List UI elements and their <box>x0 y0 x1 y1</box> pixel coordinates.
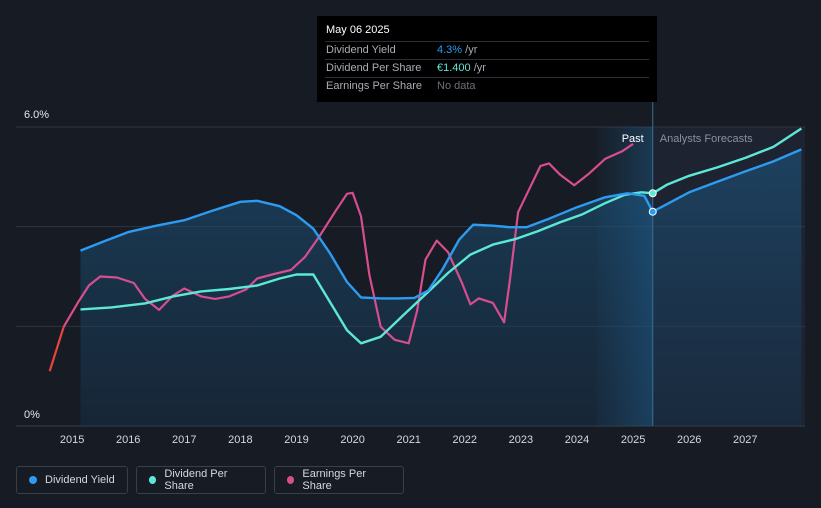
legend-dividend-per-share[interactable]: Dividend Per Share <box>136 466 266 494</box>
x-tick-label: 2019 <box>284 434 308 446</box>
tooltip-label: Earnings Per Share <box>326 80 422 92</box>
x-tick-label: 2016 <box>116 434 140 446</box>
dps-now-marker <box>648 189 657 198</box>
tooltip-date: May 06 2025 <box>325 24 649 42</box>
dps-line <box>80 191 653 345</box>
tooltip-value-dividend-per-share: €1.400 <box>437 62 471 74</box>
legend-dot-icon <box>287 476 295 484</box>
tooltip-value-earnings-per-share: No data <box>437 80 476 92</box>
legend-label: Dividend Yield <box>45 474 115 486</box>
tooltip-value-dividend-yield: 4.3% <box>437 44 463 56</box>
dps-forecast-line <box>652 127 803 195</box>
tooltip-row-earnings-per-share: Earnings Per Share No data <box>325 78 649 95</box>
x-tick-label: 2026 <box>677 434 701 446</box>
x-tick-label: 2023 <box>509 434 533 446</box>
past-label: Past <box>622 133 644 145</box>
x-tick-label: 2017 <box>172 434 196 446</box>
tooltip-unit: /yr <box>462 44 478 56</box>
x-tick-label: 2018 <box>228 434 252 446</box>
tooltip: May 06 2025 Dividend Yield 4.3% /yr Divi… <box>317 16 657 102</box>
x-tick-label: 2020 <box>340 434 364 446</box>
tooltip-label: Dividend Per Share <box>326 62 422 74</box>
tooltip-row-dividend-yield: Dividend Yield 4.3% /yr <box>325 42 649 60</box>
y-tick-label: 6.0% <box>24 109 49 121</box>
eps-line <box>62 142 634 345</box>
x-tick-label: 2025 <box>621 434 645 446</box>
legend-dot-icon <box>149 476 157 484</box>
legend-dot-icon <box>29 476 37 484</box>
past-highlight-band <box>596 127 653 426</box>
tooltip-label: Dividend Yield <box>326 44 396 56</box>
x-tick-label: 2015 <box>60 434 84 446</box>
forecast-label: Analysts Forecasts <box>660 133 753 145</box>
legend-label: Earnings Per Share <box>302 468 366 492</box>
dividend-yield-line <box>80 192 654 300</box>
yield-now-marker <box>648 207 657 216</box>
x-tick-label: 2022 <box>453 434 477 446</box>
legend-label: Dividend Per Share <box>164 468 228 492</box>
legend-dividend-yield[interactable]: Dividend Yield <box>16 466 128 494</box>
legend-earnings-per-share[interactable]: Earnings Per Share <box>274 466 404 494</box>
tooltip-row-dividend-per-share: Dividend Per Share €1.400 /yr <box>325 60 649 78</box>
eps-line-start <box>48 326 65 372</box>
dividend-yield-forecast-line <box>652 148 802 213</box>
x-tick-label: 2027 <box>733 434 757 446</box>
tooltip-unit: /yr <box>470 62 486 74</box>
x-tick-label: 2024 <box>565 434 589 446</box>
y-tick-label: 0% <box>24 409 40 421</box>
x-tick-label: 2021 <box>396 434 420 446</box>
